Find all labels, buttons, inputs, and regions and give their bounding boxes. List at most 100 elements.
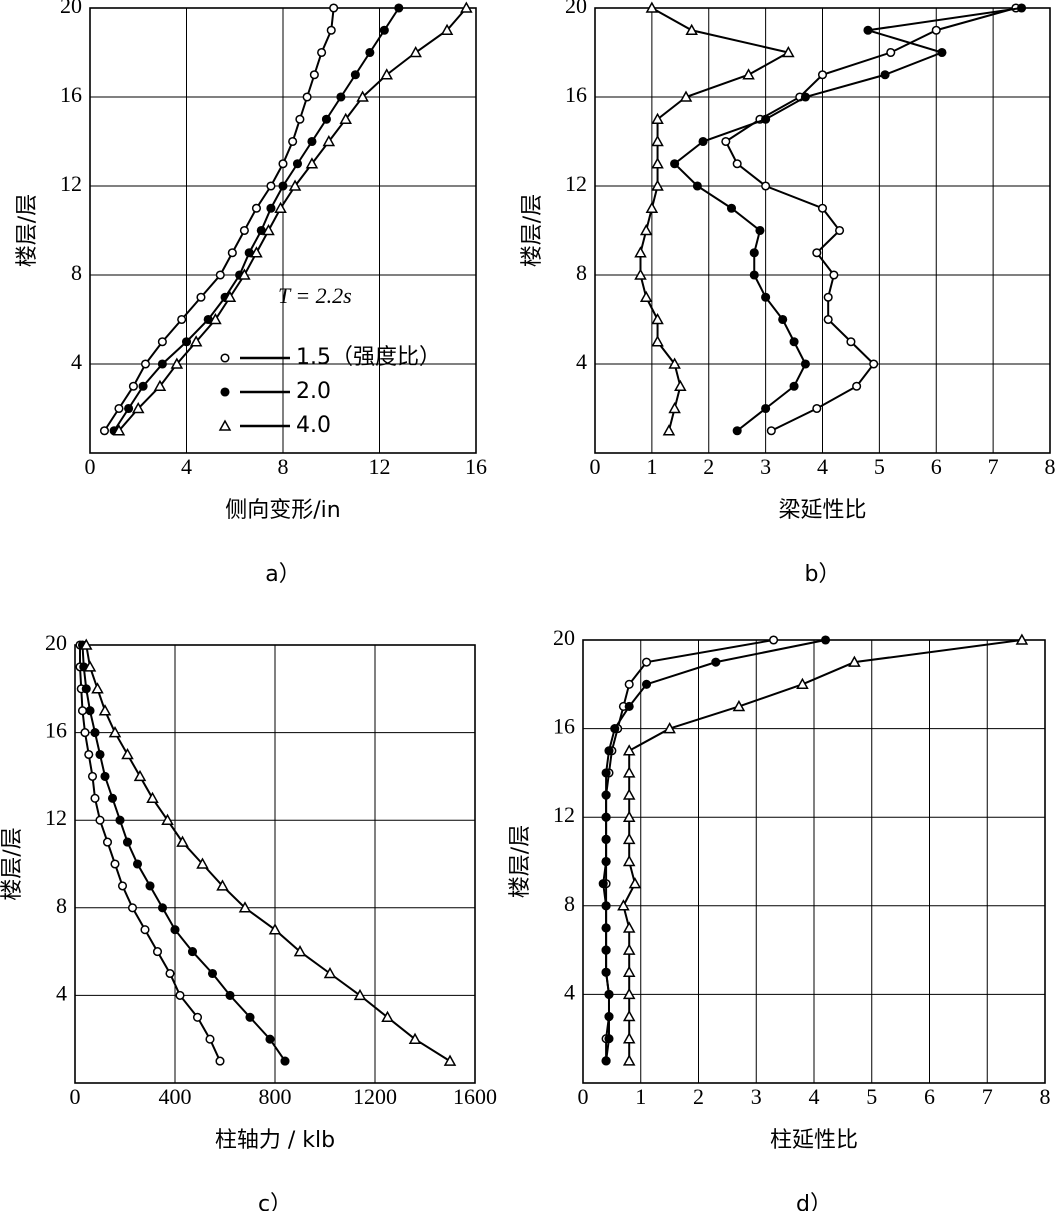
marker	[769, 635, 779, 645]
marker	[789, 337, 799, 347]
series-line	[85, 644, 451, 1062]
marker	[408, 1032, 422, 1044]
x-tick-label: 8	[278, 454, 289, 479]
marker	[812, 248, 822, 258]
x-tick-label: 4	[817, 454, 828, 479]
marker	[852, 381, 862, 391]
marker	[216, 879, 229, 891]
marker	[679, 90, 693, 102]
marker	[742, 68, 755, 80]
marker	[79, 638, 93, 650]
marker	[846, 337, 856, 347]
marker	[181, 337, 192, 347]
series-line	[602, 639, 826, 1061]
marker	[145, 881, 155, 891]
marker	[604, 1012, 614, 1022]
marker	[278, 159, 288, 169]
marker	[122, 837, 133, 847]
y-axis-label: 楼层/层	[0, 827, 25, 900]
marker	[778, 314, 788, 325]
marker	[90, 793, 100, 803]
marker	[262, 223, 275, 236]
marker	[223, 290, 237, 302]
marker	[698, 136, 708, 147]
marker	[302, 92, 312, 102]
marker	[732, 426, 742, 436]
panel-caption: c）	[258, 1192, 292, 1211]
y-tick-label: 20	[45, 630, 67, 655]
marker	[800, 359, 810, 369]
x-tick-label: 5	[866, 1084, 877, 1109]
marker	[99, 426, 110, 436]
marker	[326, 25, 336, 35]
marker	[668, 357, 681, 369]
marker	[350, 70, 360, 80]
marker	[266, 203, 276, 213]
marker	[651, 335, 664, 347]
marker	[622, 987, 636, 1000]
y-tick-label: 12	[553, 802, 575, 827]
marker	[624, 701, 634, 712]
annotation: T = 2.2s	[278, 283, 352, 308]
marker	[394, 3, 404, 13]
legend-label: 2.0	[296, 379, 331, 404]
x-tick-label: 8	[1045, 454, 1056, 479]
marker	[140, 925, 150, 935]
y-tick-label: 4	[56, 980, 67, 1005]
marker	[293, 945, 307, 957]
marker	[131, 401, 145, 414]
marker	[321, 114, 331, 124]
y-tick-label: 16	[60, 82, 82, 107]
marker	[100, 771, 110, 781]
marker	[329, 3, 339, 13]
marker	[288, 136, 298, 147]
marker	[409, 45, 422, 58]
y-tick-label: 16	[45, 718, 67, 743]
panel-caption: d）	[796, 1192, 832, 1211]
marker	[668, 401, 681, 414]
marker	[380, 68, 394, 80]
marker	[670, 159, 680, 169]
marker	[107, 793, 118, 803]
x-tick-label: 0	[590, 454, 601, 479]
marker	[711, 657, 721, 667]
marker	[102, 837, 113, 847]
marker	[782, 45, 795, 58]
marker	[121, 747, 134, 760]
marker	[323, 966, 337, 979]
marker	[601, 834, 611, 844]
marker	[726, 203, 737, 213]
marker	[601, 923, 611, 933]
marker	[238, 901, 252, 913]
y-axis-label: 楼层/层	[520, 194, 545, 267]
y-tick-label: 8	[576, 260, 587, 285]
marker	[91, 682, 104, 694]
marker	[601, 901, 611, 911]
marker	[622, 788, 636, 800]
legend-marker	[220, 387, 230, 397]
marker	[95, 815, 105, 825]
marker	[268, 923, 282, 935]
marker	[322, 134, 336, 147]
marker	[732, 699, 746, 712]
marker	[146, 791, 159, 804]
marker	[77, 706, 88, 716]
marker	[98, 704, 112, 716]
marker	[161, 813, 174, 825]
y-tick-label: 8	[564, 891, 575, 916]
panel: 0 4 8 12 16 4 8 12 16 20 侧向变形/in 楼层/层 a） T = 2.2s 1.5（…	[15, 0, 487, 587]
marker	[601, 945, 611, 955]
marker	[622, 1032, 636, 1044]
x-tick-label: 5	[874, 454, 885, 479]
marker	[280, 1056, 290, 1066]
marker	[662, 424, 676, 436]
marker	[639, 290, 653, 302]
x-axis-label: 侧向变形/in	[225, 498, 340, 523]
marker	[869, 359, 879, 369]
y-tick-label: 8	[56, 893, 67, 918]
marker	[674, 379, 687, 391]
series-line	[673, 7, 1022, 432]
marker	[84, 749, 94, 760]
marker	[622, 1010, 636, 1022]
